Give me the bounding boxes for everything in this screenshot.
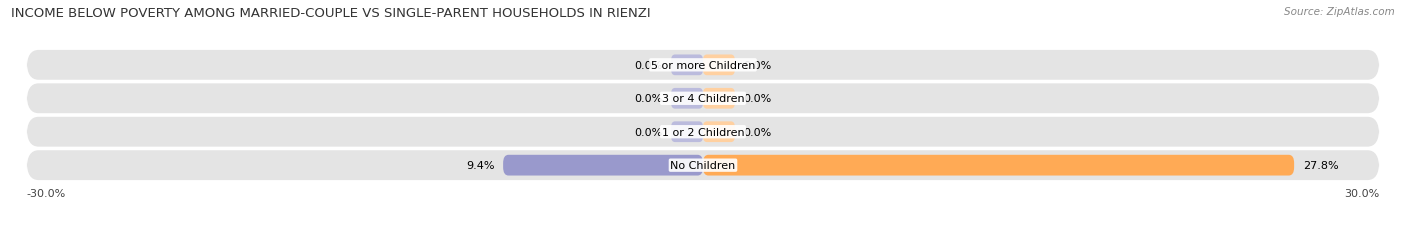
- Text: 0.0%: 0.0%: [634, 94, 662, 104]
- Text: 27.8%: 27.8%: [1302, 161, 1339, 170]
- Text: 0.0%: 0.0%: [634, 127, 662, 137]
- Text: 0.0%: 0.0%: [744, 61, 772, 70]
- Text: 0.0%: 0.0%: [744, 127, 772, 137]
- Text: 9.4%: 9.4%: [467, 161, 495, 170]
- FancyBboxPatch shape: [703, 88, 735, 109]
- FancyBboxPatch shape: [671, 55, 703, 76]
- FancyBboxPatch shape: [27, 51, 1379, 80]
- FancyBboxPatch shape: [671, 122, 703, 143]
- FancyBboxPatch shape: [27, 84, 1379, 114]
- FancyBboxPatch shape: [671, 88, 703, 109]
- Text: 0.0%: 0.0%: [744, 94, 772, 104]
- Text: -30.0%: -30.0%: [27, 188, 66, 198]
- Text: 5 or more Children: 5 or more Children: [651, 61, 755, 70]
- FancyBboxPatch shape: [27, 117, 1379, 147]
- Text: INCOME BELOW POVERTY AMONG MARRIED-COUPLE VS SINGLE-PARENT HOUSEHOLDS IN RIENZI: INCOME BELOW POVERTY AMONG MARRIED-COUPL…: [11, 7, 651, 20]
- Text: 1 or 2 Children: 1 or 2 Children: [662, 127, 744, 137]
- FancyBboxPatch shape: [503, 155, 703, 176]
- FancyBboxPatch shape: [703, 122, 735, 143]
- Text: 3 or 4 Children: 3 or 4 Children: [662, 94, 744, 104]
- FancyBboxPatch shape: [703, 155, 1294, 176]
- Text: Source: ZipAtlas.com: Source: ZipAtlas.com: [1284, 7, 1395, 17]
- Text: 30.0%: 30.0%: [1344, 188, 1379, 198]
- Text: No Children: No Children: [671, 161, 735, 170]
- FancyBboxPatch shape: [703, 55, 735, 76]
- FancyBboxPatch shape: [27, 151, 1379, 180]
- Text: 0.0%: 0.0%: [634, 61, 662, 70]
